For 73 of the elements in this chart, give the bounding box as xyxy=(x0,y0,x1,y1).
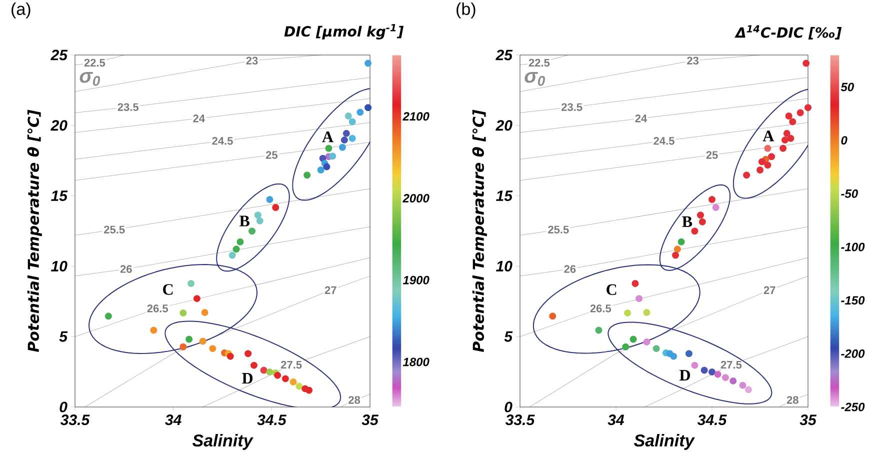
series-label: 23 xyxy=(687,56,699,65)
y-tick-label: 25 xyxy=(50,50,68,60)
x-tick-label: 34 xyxy=(608,414,624,426)
color-bar-label: 1900 xyxy=(402,276,430,284)
x-tick-label: 35 xyxy=(362,414,379,426)
series-label: 22.5 xyxy=(528,58,550,67)
x-axis-title: Salinity xyxy=(634,434,695,450)
series-label: 25.5 xyxy=(548,226,569,234)
series-label: B xyxy=(682,216,692,227)
x-tick-label: 35 xyxy=(800,414,817,426)
series-label: 27.5 xyxy=(720,360,742,369)
color-bar-label: 50 xyxy=(840,82,854,92)
series-label: C xyxy=(606,284,616,296)
y-axis-title: Potential Temperature θ [℃] xyxy=(27,110,42,352)
color-bar-title: DIC [μmol kg$^{-1}$] xyxy=(284,24,404,40)
series-label: 26.5 xyxy=(147,304,168,312)
series-label: 22.5 xyxy=(84,58,106,67)
color-bar-label: -150 xyxy=(841,296,865,305)
series-label: A xyxy=(762,130,774,142)
series-label: 26 xyxy=(120,265,132,273)
y-tick-label: 15 xyxy=(51,190,68,202)
y-tick-label: 20 xyxy=(496,120,512,131)
x-axis-title: Salinity xyxy=(192,434,254,450)
series-label: B xyxy=(240,216,250,226)
y-tick-label: 10 xyxy=(51,260,68,272)
series-label: 27 xyxy=(324,286,336,294)
annotation: σ$_{0}$ xyxy=(80,72,100,86)
series-label: 24 xyxy=(193,114,205,122)
y-tick-label: 5 xyxy=(59,331,68,342)
y-tick-label: 25 xyxy=(496,50,513,60)
y-tick-label: 10 xyxy=(496,260,512,272)
y-tick-label: 20 xyxy=(50,120,68,131)
color-bar-label: 2100 xyxy=(402,112,430,121)
color-bar-title: Δ$^{14}$C-DIC [‰] xyxy=(734,25,842,40)
series-label: 27 xyxy=(764,286,776,294)
color-bar-label: 2000 xyxy=(402,194,430,202)
chart-title: (b) xyxy=(456,2,476,18)
y-tick-label: 0 xyxy=(504,402,512,412)
series-label: 23 xyxy=(246,56,258,65)
x-tick-label: 34.5 xyxy=(698,414,727,426)
series-label: 23.5 xyxy=(562,103,582,112)
series-label: 24.5 xyxy=(654,137,674,145)
y-tick-label: 0 xyxy=(60,402,68,412)
series-label: D xyxy=(680,370,690,380)
series-label: 25 xyxy=(266,151,278,159)
series-label: D xyxy=(242,373,253,384)
series-label: 25 xyxy=(706,151,718,159)
series-label: C xyxy=(163,284,173,295)
series-label: A xyxy=(322,132,334,142)
color-bar-label: -50 xyxy=(841,189,858,198)
y-axis-title: Potential Temperature θ [℃] xyxy=(472,110,487,352)
series-label: 23.5 xyxy=(118,103,138,112)
color-bar-label: -250 xyxy=(841,402,865,412)
color-bar-label: 0 xyxy=(841,136,848,145)
x-tick-label: 34.5 xyxy=(257,414,286,426)
series-label: 28 xyxy=(348,396,360,404)
series-label: 28 xyxy=(786,396,798,404)
color-bar-label: 1800 xyxy=(402,358,430,366)
y-tick-label: 15 xyxy=(496,190,513,202)
series-label: 26 xyxy=(564,265,576,273)
series-label: 25.5 xyxy=(104,226,125,234)
series-label: 24.5 xyxy=(212,137,233,145)
chart-title: (a) xyxy=(12,2,30,18)
x-tick-label: 33.5 xyxy=(60,414,90,426)
series-label: 24 xyxy=(635,114,648,122)
annotation: σ$_{0}$ xyxy=(524,72,546,86)
x-tick-label: 34 xyxy=(165,414,182,426)
series-label: 27.5 xyxy=(281,360,302,369)
color-bar-label: -100 xyxy=(841,242,865,252)
color-bar-label: -200 xyxy=(841,349,865,358)
series-label: 26.5 xyxy=(590,304,612,312)
x-tick-label: 33.5 xyxy=(506,414,535,426)
y-tick-label: 5 xyxy=(504,331,513,342)
